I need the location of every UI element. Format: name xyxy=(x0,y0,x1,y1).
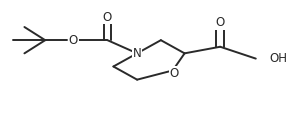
Text: O: O xyxy=(103,11,112,24)
Text: O: O xyxy=(215,16,225,29)
Text: O: O xyxy=(170,67,179,80)
Text: OH: OH xyxy=(269,52,287,65)
Text: O: O xyxy=(69,34,78,47)
Text: N: N xyxy=(133,47,142,60)
